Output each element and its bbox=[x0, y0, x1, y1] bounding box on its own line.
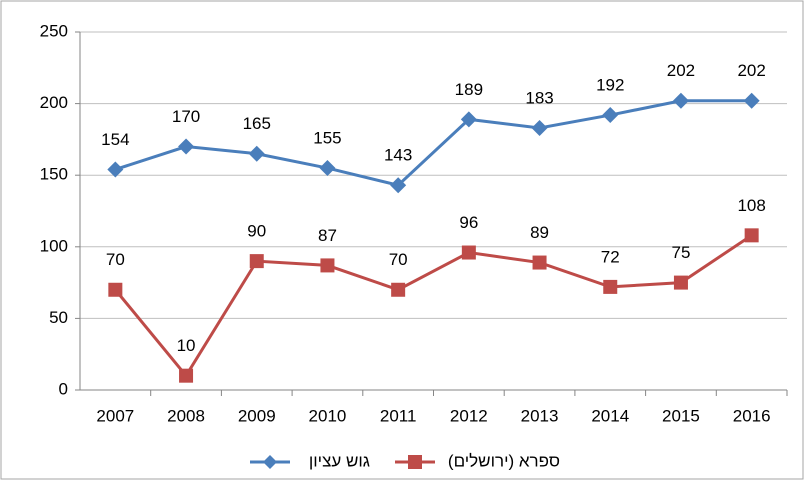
data-label: 87 bbox=[318, 226, 337, 245]
series-line bbox=[114, 99, 752, 187]
x-tick-label: 2016 bbox=[733, 406, 771, 425]
data-label: 72 bbox=[601, 247, 620, 266]
y-tick-label: 150 bbox=[40, 165, 68, 184]
x-tick-label: 2013 bbox=[521, 406, 559, 425]
x-tick-label: 2015 bbox=[662, 406, 700, 425]
data-label: 70 bbox=[106, 250, 125, 269]
legend-label: ספרא (ירושלים) bbox=[448, 451, 560, 470]
data-label: 75 bbox=[671, 243, 690, 262]
data-label: 154 bbox=[101, 130, 129, 149]
point-marker bbox=[531, 119, 548, 136]
data-label: 155 bbox=[313, 129, 341, 148]
x-tick-label: 2007 bbox=[96, 406, 134, 425]
data-label: 108 bbox=[737, 196, 765, 215]
data-label: 202 bbox=[667, 61, 695, 80]
y-tick-label: 250 bbox=[40, 21, 68, 40]
y-tick-label: 0 bbox=[59, 379, 68, 398]
point-marker bbox=[249, 254, 264, 269]
x-tick-label: 2009 bbox=[238, 406, 276, 425]
y-tick-label: 200 bbox=[40, 93, 68, 112]
point-marker bbox=[391, 282, 406, 297]
x-tick-label: 2010 bbox=[309, 406, 347, 425]
x-tick-label: 2011 bbox=[380, 406, 417, 425]
data-label: 189 bbox=[455, 80, 483, 99]
point-marker bbox=[319, 160, 336, 177]
point-marker bbox=[178, 138, 195, 155]
point-marker bbox=[460, 111, 477, 128]
point-marker bbox=[673, 275, 688, 290]
data-label: 70 bbox=[389, 250, 408, 269]
data-label: 170 bbox=[172, 107, 200, 126]
data-label: 143 bbox=[384, 146, 412, 165]
point-marker bbox=[602, 107, 619, 124]
legend-label: גוש עציון bbox=[309, 451, 370, 470]
point-marker bbox=[532, 255, 547, 270]
data-label: 202 bbox=[737, 61, 765, 80]
point-marker bbox=[390, 177, 407, 194]
point-marker bbox=[320, 258, 335, 273]
data-label: 89 bbox=[530, 223, 549, 242]
legend-marker bbox=[408, 455, 422, 469]
data-label: 90 bbox=[247, 222, 266, 241]
point-marker bbox=[179, 368, 194, 383]
legend-marker bbox=[263, 455, 277, 469]
point-marker bbox=[672, 92, 689, 109]
data-label: 96 bbox=[459, 213, 478, 232]
x-tick-label: 2008 bbox=[167, 406, 205, 425]
data-label: 165 bbox=[243, 114, 271, 133]
point-marker bbox=[603, 279, 618, 294]
y-tick-label: 50 bbox=[49, 308, 68, 327]
point-marker bbox=[108, 282, 123, 297]
point-marker bbox=[461, 245, 476, 260]
data-label: 10 bbox=[177, 336, 196, 355]
point-marker bbox=[107, 161, 124, 178]
point-marker bbox=[744, 228, 759, 243]
point-marker bbox=[743, 92, 760, 109]
y-tick-label: 100 bbox=[40, 236, 68, 255]
series-line bbox=[114, 234, 753, 379]
x-tick-label: 2014 bbox=[591, 406, 629, 425]
point-marker bbox=[248, 145, 265, 162]
x-tick-label: 2012 bbox=[450, 406, 488, 425]
data-label: 183 bbox=[525, 88, 553, 107]
data-label: 192 bbox=[596, 76, 624, 95]
